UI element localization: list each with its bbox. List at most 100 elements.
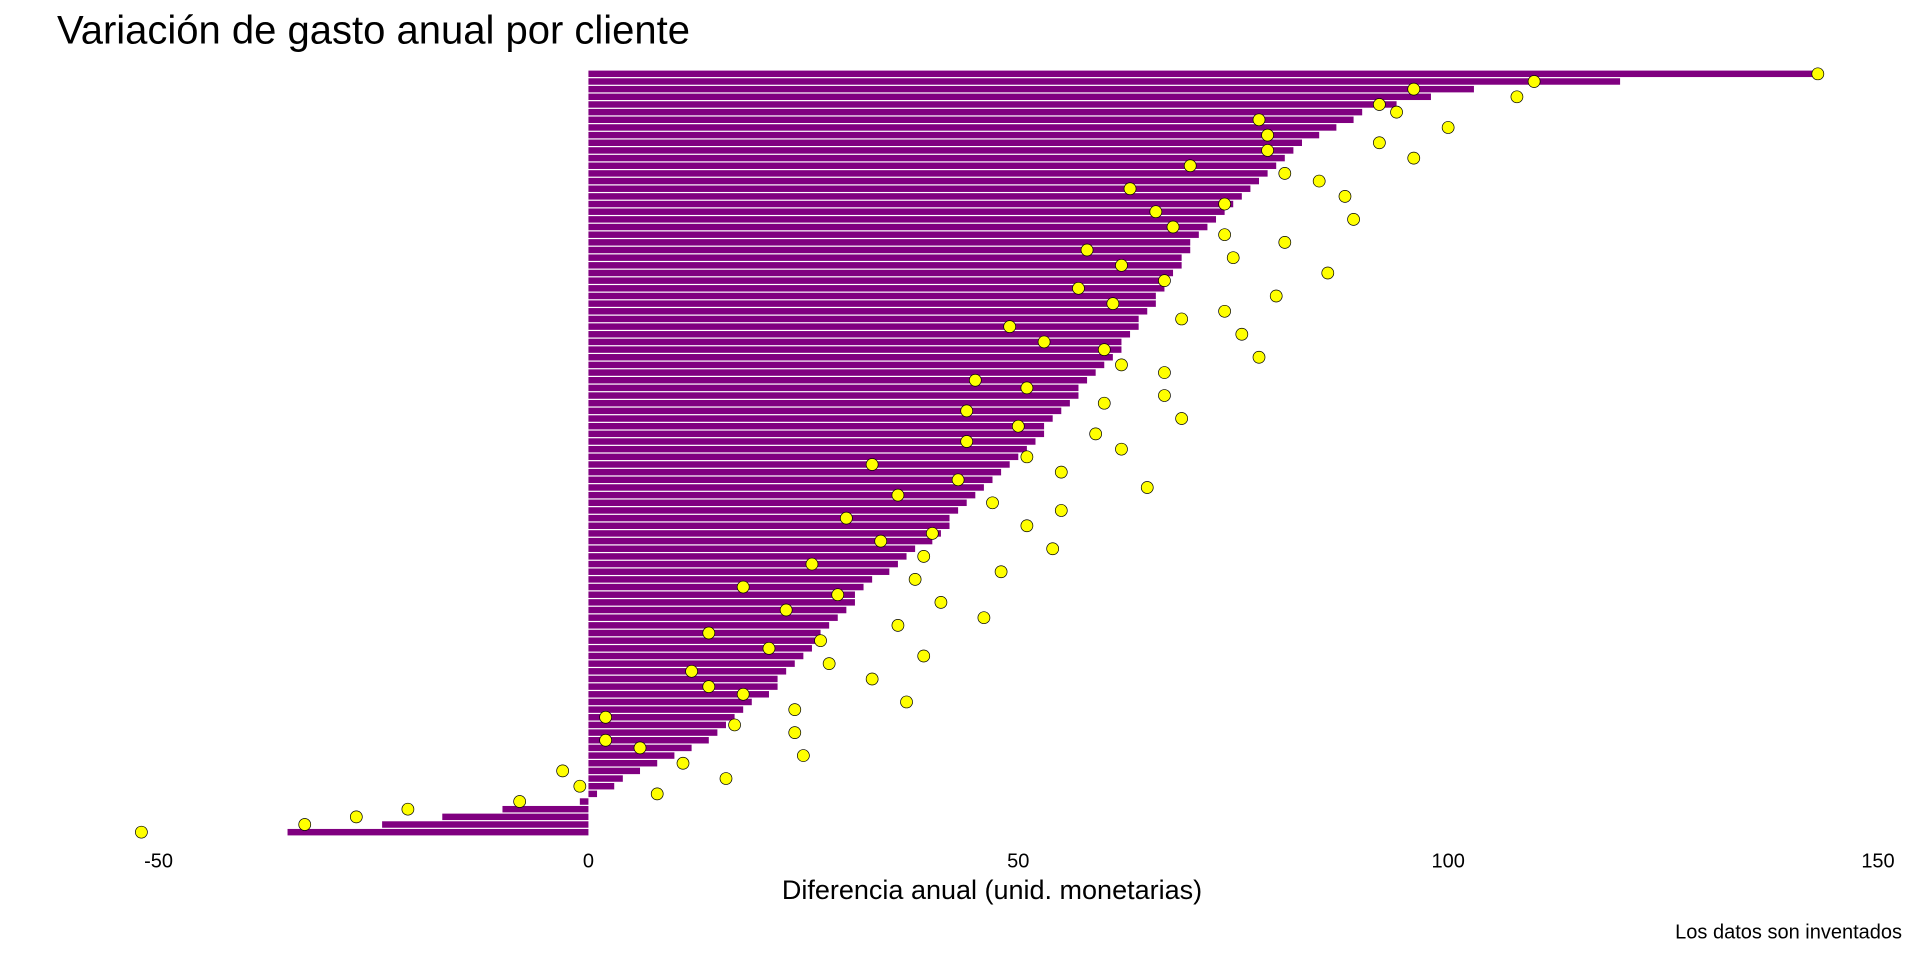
point <box>839 511 853 525</box>
bar <box>588 308 1148 315</box>
bar <box>287 828 589 836</box>
point <box>925 527 939 540</box>
bar <box>588 545 916 552</box>
point <box>951 473 965 487</box>
point <box>1020 519 1034 533</box>
bar <box>588 346 1122 353</box>
point <box>865 458 879 471</box>
point <box>1046 542 1060 556</box>
bar <box>588 361 1105 369</box>
point <box>719 772 733 785</box>
caption: Los datos son inventados <box>1675 921 1902 943</box>
point <box>968 373 982 387</box>
bar <box>588 154 1285 162</box>
bar <box>588 514 950 522</box>
bar <box>588 254 1182 261</box>
point <box>1278 236 1292 249</box>
bar <box>588 185 1251 192</box>
point <box>1115 358 1128 372</box>
bar <box>588 331 1131 338</box>
point <box>599 733 612 747</box>
bar <box>588 507 959 514</box>
bar <box>588 285 1165 292</box>
point <box>1261 144 1274 157</box>
bar <box>442 813 589 821</box>
point <box>917 550 931 563</box>
bar <box>588 721 726 729</box>
point <box>779 603 793 617</box>
bar <box>588 124 1337 131</box>
bar <box>588 614 838 621</box>
bar <box>588 476 993 484</box>
point <box>298 818 312 831</box>
bar <box>588 70 1818 78</box>
bar <box>588 78 1621 85</box>
bar <box>588 637 821 644</box>
point <box>908 573 922 586</box>
point <box>1123 182 1137 196</box>
bar <box>588 683 778 690</box>
point <box>1252 350 1266 364</box>
point <box>891 618 905 632</box>
bar <box>588 430 1045 438</box>
bar <box>588 591 855 598</box>
point <box>135 825 148 839</box>
point <box>1080 243 1094 257</box>
bar <box>588 568 890 575</box>
bar <box>588 752 675 759</box>
point <box>788 703 802 716</box>
bar <box>588 369 1096 376</box>
bar <box>588 645 812 652</box>
point <box>1072 281 1085 295</box>
bar <box>588 315 1139 323</box>
point <box>1183 159 1197 173</box>
point <box>1011 419 1025 433</box>
point <box>1261 128 1274 142</box>
point <box>736 580 750 594</box>
bar <box>588 108 1363 116</box>
bar <box>588 438 1036 445</box>
point <box>1115 258 1128 272</box>
bar <box>588 652 804 660</box>
bar <box>588 338 1122 346</box>
bar <box>588 300 1156 307</box>
point <box>1158 274 1171 287</box>
point <box>1158 366 1171 379</box>
point <box>1089 427 1103 441</box>
bar <box>588 530 941 537</box>
point <box>1390 105 1403 119</box>
point <box>1020 381 1034 395</box>
bar <box>588 499 967 507</box>
bar <box>588 162 1277 169</box>
bar <box>382 821 589 828</box>
chart-title: Variación de gasto anual por cliente <box>57 9 690 53</box>
point <box>349 810 363 824</box>
point <box>736 687 750 701</box>
point <box>994 565 1008 579</box>
point <box>676 756 690 770</box>
point <box>891 488 905 502</box>
point <box>1510 90 1524 104</box>
bar <box>588 522 950 529</box>
bar <box>588 277 1165 284</box>
point <box>797 749 810 762</box>
bar <box>588 461 1010 468</box>
point <box>1347 213 1360 226</box>
x-tick-label: 150 <box>1861 850 1894 872</box>
bar <box>588 782 615 790</box>
point <box>513 795 527 808</box>
bar <box>588 698 752 706</box>
point <box>1175 312 1188 326</box>
bar <box>588 131 1320 139</box>
point <box>900 695 913 709</box>
point <box>1407 151 1421 165</box>
point <box>1097 396 1111 410</box>
bar <box>588 223 1208 231</box>
point <box>831 588 845 602</box>
bar <box>588 576 873 583</box>
point <box>573 779 587 793</box>
point <box>1175 412 1188 425</box>
point <box>401 802 415 816</box>
bar <box>588 377 1088 384</box>
x-tick-label: -50 <box>144 850 173 872</box>
